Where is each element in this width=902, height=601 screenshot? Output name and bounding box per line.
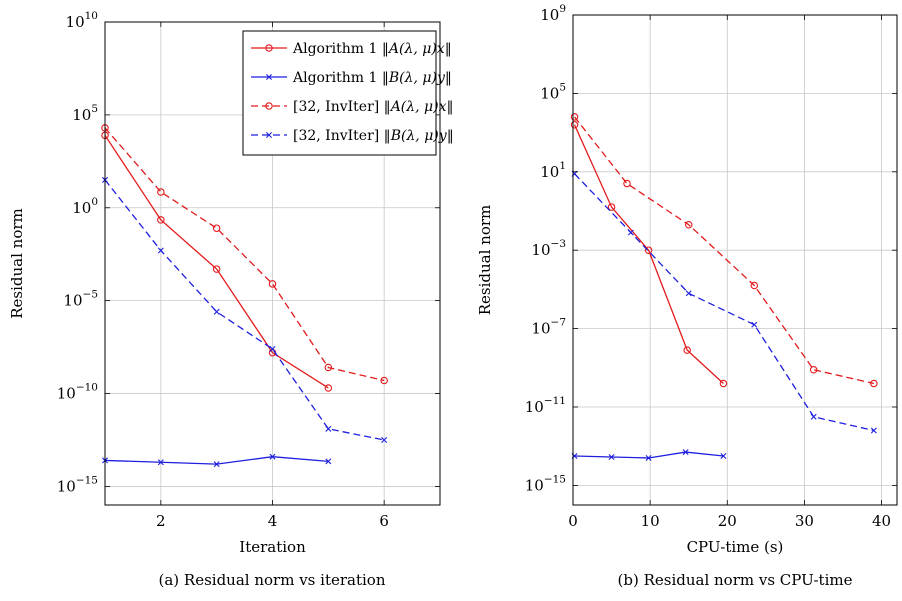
legend-label: Algorithm 1 ‖B(λ, μ)y‖ (292, 70, 452, 86)
y-tick-label: 10−5 (63, 289, 98, 310)
x-tick-label: 4 (268, 512, 278, 530)
y-axis-label-a: Residual norm (8, 208, 26, 319)
data-point (811, 414, 816, 419)
y-tick-label: 1010 (66, 10, 98, 31)
y-tick-label: 10−7 (531, 317, 566, 338)
y-tick-label: 100 (72, 196, 98, 217)
caption-b: (b) Residual norm vs CPU-time (618, 571, 853, 589)
data-point (213, 225, 219, 231)
plot-frame-b (573, 15, 897, 505)
series-line (105, 457, 328, 464)
x-tick-label: 20 (718, 512, 737, 530)
y-tick-label: 105 (72, 103, 98, 124)
series-line (105, 135, 328, 388)
legend-label: [32, InvIter] ‖A(λ, μ)x‖ (293, 99, 454, 115)
chart-cpu-time: 0 10 20 30 40 10−15 10−11 10−7 10−3 101 105 109 CPU… (476, 3, 897, 589)
x-tick-label: 10 (641, 512, 660, 530)
series-group-b (571, 114, 877, 461)
x-tick-label: 40 (872, 512, 891, 530)
x-tick-label: 30 (795, 512, 814, 530)
y-tick-label: 10−10 (57, 382, 98, 403)
legend-label: Algorithm 1 ‖A(λ, μ)x‖ (292, 41, 452, 57)
data-point (326, 426, 331, 431)
x-axis-label-b: CPU-time (s) (687, 538, 784, 556)
series-line (105, 128, 384, 381)
ticks-b: 0 10 20 30 40 10−15 10−11 10−7 10−3 101 105 109 (525, 3, 897, 530)
x-tick-label: 6 (379, 512, 389, 530)
legend: Algorithm 1 ‖A(λ, μ)x‖ Algorithm 1 ‖B(λ, … (243, 31, 454, 155)
y-tick-label: 105 (540, 81, 566, 102)
series-line (575, 174, 874, 431)
grid-b (573, 15, 897, 505)
series-line (575, 125, 724, 384)
y-axis-label-b: Residual norm (476, 205, 494, 316)
data-point (686, 291, 691, 296)
data-point (214, 309, 219, 314)
x-axis-label-a: Iteration (239, 538, 306, 556)
data-point (752, 322, 757, 327)
series-group-a (102, 125, 388, 467)
y-tick-label: 10−3 (531, 238, 566, 259)
legend-label: [32, InvIter] ‖B(λ, μ)y‖ (293, 128, 454, 144)
y-tick-label: 10−15 (525, 473, 566, 494)
x-tick-label: 0 (568, 512, 578, 530)
caption-a: (a) Residual norm vs iteration (159, 571, 386, 589)
y-tick-label: 109 (540, 3, 566, 24)
y-tick-label: 101 (540, 160, 566, 181)
y-tick-label: 10−11 (525, 395, 566, 416)
x-tick-label: 2 (156, 512, 166, 530)
chart-iteration: 2 4 6 10−15 10−10 10−5 100 105 1010 Iteration Re… (8, 10, 454, 589)
data-point (624, 180, 630, 186)
y-tick-label: 10−15 (57, 474, 98, 495)
